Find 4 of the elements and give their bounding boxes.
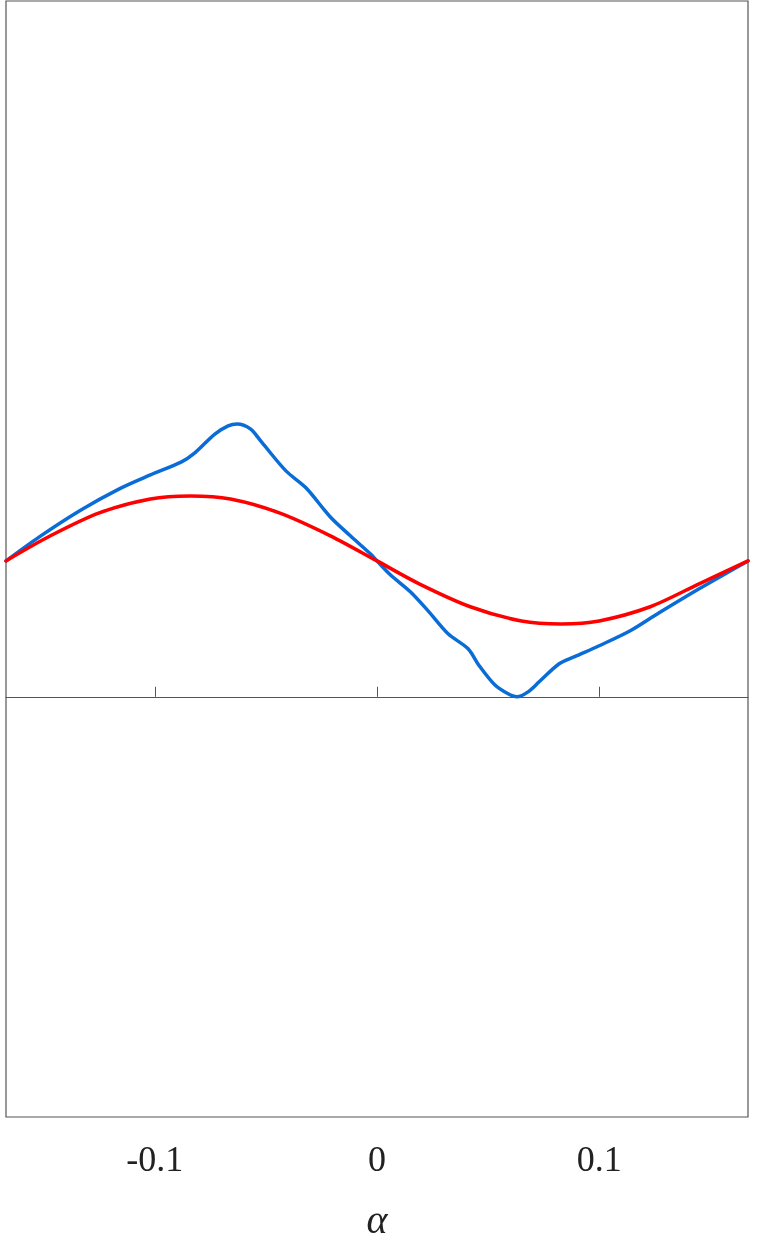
x-tick-label: 0 [368,1139,386,1179]
x-tick-label: -0.1 [126,1139,184,1179]
x-axis-title: α [366,1196,389,1242]
x-tick-label: 0.1 [576,1139,622,1179]
